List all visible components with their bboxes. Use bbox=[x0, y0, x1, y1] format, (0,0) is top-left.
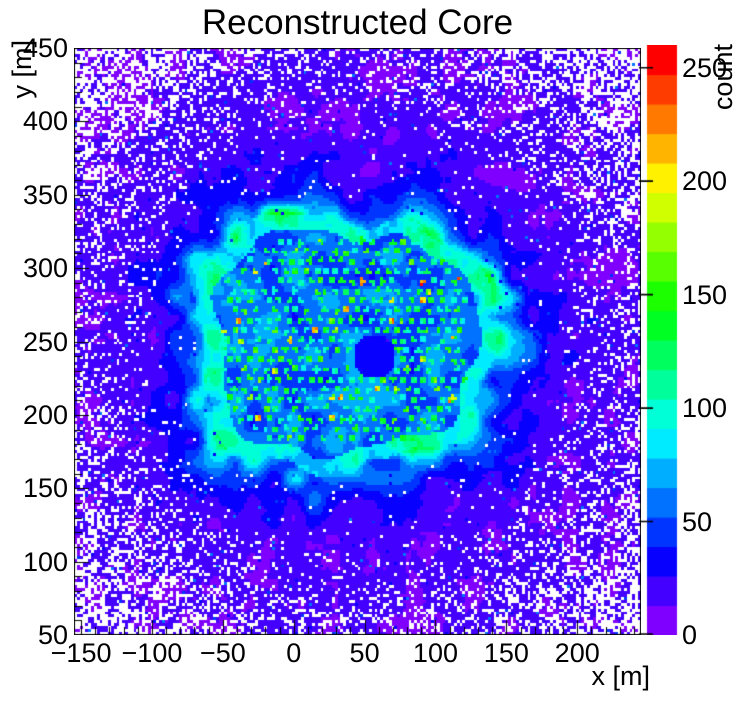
colorbar-canvas bbox=[637, 45, 683, 635]
x-tick-label: −50 bbox=[199, 638, 246, 668]
x-tick-label: 200 bbox=[554, 638, 600, 668]
x-tick-label: −150 bbox=[50, 638, 112, 668]
y-tick-label: 100 bbox=[22, 546, 68, 577]
x-tick-label: −100 bbox=[121, 638, 183, 668]
x-tick-label: 100 bbox=[412, 638, 458, 668]
colorbar-tick-label: 50 bbox=[682, 506, 713, 537]
y-tick-label: 50 bbox=[37, 620, 68, 650]
y-tick-label: 400 bbox=[22, 106, 68, 137]
plot-title: Reconstructed Core bbox=[201, 3, 514, 42]
x-tick-label: 0 bbox=[286, 638, 302, 668]
colorbar-tick-label: 100 bbox=[682, 393, 728, 424]
x-tick-label: 50 bbox=[349, 638, 380, 668]
histogram-canvas bbox=[74, 48, 641, 635]
colorbar-tick-label: 200 bbox=[682, 166, 728, 197]
colorbar-tick-label: 250 bbox=[682, 52, 728, 83]
colorbar-tick-label: 0 bbox=[682, 620, 698, 650]
y-tick-label: 350 bbox=[22, 179, 68, 210]
y-tick-label: 250 bbox=[22, 326, 68, 357]
y-tick-label: 150 bbox=[22, 473, 68, 504]
y-tick-label: 200 bbox=[22, 399, 68, 430]
y-tick-label: 450 bbox=[22, 33, 68, 63]
y-tick-label: 300 bbox=[22, 253, 68, 284]
colorbar-tick-label: 150 bbox=[682, 279, 728, 310]
x-tick-label: 150 bbox=[483, 638, 529, 668]
x-axis-title: x [m] bbox=[591, 661, 651, 691]
